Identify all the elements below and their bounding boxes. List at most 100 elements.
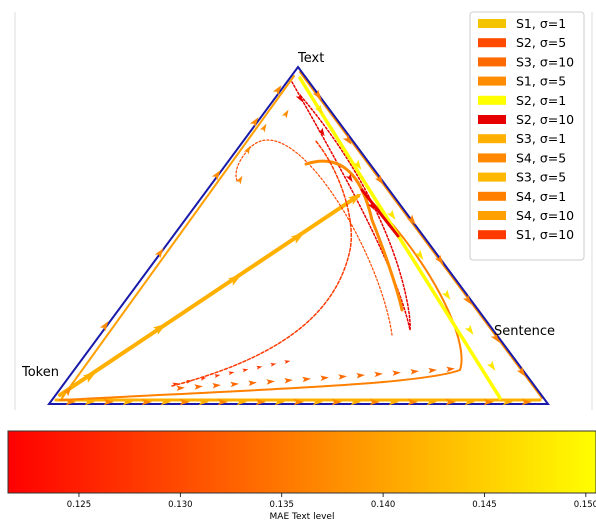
flow-arrow [84,398,95,406]
flow-arrow [235,175,243,185]
flow-arrow [154,248,164,259]
flow-arrow [284,360,291,364]
flow-arrow [356,372,365,379]
colorbar: 0.125 0.130 0.135 0.140 0.145 0.150 MAE Text … [7,430,596,522]
colorbar-tick-label: 0.135 [270,500,294,510]
flow-arrow [486,360,496,371]
flow-arrow [198,398,209,406]
flow-arrow [338,374,347,380]
legend-swatch [478,211,506,220]
legend-swatch [478,191,506,201]
flow-arrow [212,383,221,389]
flow-arrow [462,294,472,305]
flow-arrow [236,398,247,406]
legend-swatch [478,115,506,124]
flow-arrow [388,398,399,406]
flow-arrow [62,386,72,397]
corner-label-left: Token [21,365,59,380]
trajectory-edge-right [299,71,543,399]
flow-arrow [272,85,282,96]
flow-arrow [483,398,494,406]
colorbar-tick-label: 0.130 [168,500,192,510]
flow-arrow [502,398,513,406]
flow-arrow [281,109,289,119]
legend-swatch [478,153,506,163]
flow-arrows [62,85,532,406]
legend-label: S4, σ=10 [516,208,574,223]
flow-arrow [367,201,375,211]
flow-arrow [141,398,152,406]
flow-arrow [293,398,304,406]
legend-label: S1, σ=5 [516,74,566,89]
flow-arrow [347,193,362,205]
flow-arrow [392,370,401,376]
flow-arrow [516,366,526,377]
legend-label: S2, σ=5 [516,35,566,50]
trajectories [54,71,543,402]
flow-arrow [122,398,133,406]
trajectory-s4-bottom [59,199,463,401]
flow-arrow [228,371,235,376]
flow-arrow [374,174,384,185]
legend-label: S2, σ=10 [516,112,574,127]
flow-arrow [320,375,329,381]
flow-arrow [266,379,275,385]
legend-label: S3, σ=1 [516,131,566,146]
flow-arrow [274,398,285,406]
colorbar-tick-label: 0.125 [67,500,91,510]
flow-arrow [521,398,532,406]
flow-arrow [317,127,325,137]
flow-arrow [259,123,267,133]
flow-arrow [426,398,437,406]
flow-arrow [230,381,239,388]
corner-label-right: Sentence [494,324,555,339]
flow-arrow [211,170,221,181]
flow-arrow [345,173,353,183]
colorbar-tick-label: 0.145 [472,500,496,510]
flow-arrow [82,371,97,383]
legend-swatch [478,76,506,86]
legend-label: S3, σ=5 [516,170,566,185]
legend-label: S1, σ=1 [516,16,566,31]
flow-arrow [186,379,193,384]
flow-arrow [406,214,416,225]
flow-arrow [152,323,167,335]
legend-swatch [478,57,506,67]
flow-arrow [386,209,396,220]
trajectory-edge-left [61,75,295,399]
flow-arrow [407,398,418,406]
flow-arrow [194,384,203,390]
flow-arrow [441,289,451,300]
legend-swatch [478,134,506,144]
flow-arrow [284,378,293,384]
legend-swatch [478,172,506,182]
flow-arrow [103,398,114,406]
legend-label: S4, σ=5 [516,150,566,165]
legend-swatch [478,38,506,48]
flow-arrow [464,324,474,335]
flow-arrow [99,321,109,332]
flow-arrow [312,398,323,406]
colorbar-frame [7,430,596,494]
colorbar-axis-label: MAE Text level [270,512,335,522]
legend-label: S2, σ=1 [516,93,566,108]
flow-arrow [464,398,475,406]
flow-arrow [314,104,324,115]
colorbar-gradient [8,431,596,493]
trajectory-s2-red-solid [360,188,400,238]
trajectory-s2-dotted [291,81,411,331]
flow-arrow [352,159,362,170]
legend-label: S1, σ=10 [516,227,574,242]
flow-arrow [176,385,185,392]
flow-arrow [179,398,190,406]
flow-arrow [350,398,361,406]
flow-arrow [446,366,455,373]
legend-label: S3, σ=10 [516,54,574,69]
trajectory-s2-lower [171,139,352,387]
flow-arrow [243,145,251,155]
legend-swatch [478,19,506,28]
legend-label: S4, σ=1 [516,189,566,204]
trajectory-s1-dotted [235,139,393,336]
flow-arrow [242,368,249,373]
